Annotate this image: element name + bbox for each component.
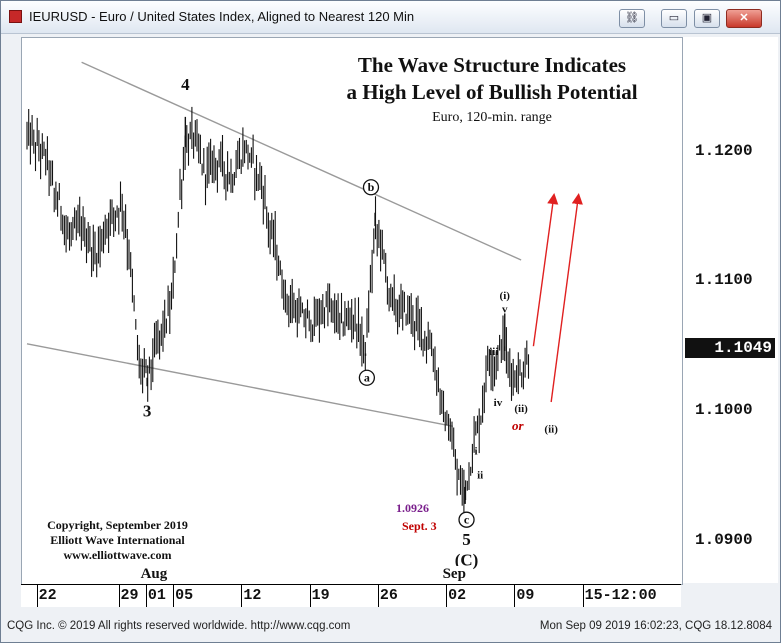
- x-tick-separator: [241, 585, 243, 607]
- link-button[interactable]: ⛓: [619, 9, 645, 28]
- x-tick-label: 19: [311, 587, 330, 604]
- x-tick-label: 02: [448, 587, 467, 604]
- x-tick-label: 09: [516, 587, 535, 604]
- x-tick-label: 29: [120, 587, 139, 604]
- x-tick-separator: [309, 585, 311, 607]
- close-button[interactable]: ✕: [726, 9, 762, 28]
- wave-label: (ii): [544, 424, 558, 436]
- month-label: Aug: [138, 566, 170, 583]
- x-tick-separator: [173, 585, 175, 607]
- last-price-badge: 1.1049: [685, 338, 775, 358]
- wave-label: 3: [143, 401, 152, 420]
- x-tick-separator: [446, 585, 448, 607]
- title-bar[interactable]: IEURUSD - Euro / United States Index, Al…: [1, 1, 780, 34]
- footer-timestamp: Mon Sep 09 2019 16:02:23, CQG 18.12.8084: [539, 620, 772, 632]
- trendline: [26, 343, 454, 427]
- x-tick-label: 15-12:00: [584, 587, 657, 604]
- x-tick-separator: [377, 585, 379, 607]
- wave-label: a: [364, 371, 370, 385]
- x-tick-separator: [145, 585, 147, 607]
- footer: CQG Inc. © 2019 All rights reserved worl…: [1, 613, 780, 641]
- wave-label: b: [368, 180, 375, 194]
- wave-label: 4: [181, 75, 190, 94]
- x-tick-label: 26: [379, 587, 398, 604]
- copyright-line-1: Copyright, September 2019: [47, 518, 188, 532]
- y-tick-label: 1.0900: [695, 531, 753, 549]
- wave-label: (ii): [514, 403, 528, 415]
- y-tick-label: 1.1000: [695, 401, 753, 419]
- app-icon: [9, 10, 22, 23]
- price-axis[interactable]: 1.1200 1.1100 1.1000 1.0900 1.1049: [683, 37, 778, 583]
- chart-subtitle: Euro, 120-min. range: [432, 110, 552, 125]
- wave-label: v: [502, 303, 508, 315]
- wave-label: ii: [477, 470, 483, 482]
- headline-line-2: a High Level of Bullish Potential: [346, 80, 638, 104]
- copyright-block: Copyright, September 2019 Elliott Wave I…: [30, 518, 205, 563]
- low-value-label: 1.0926: [396, 501, 429, 515]
- x-tick-separator: [514, 585, 516, 607]
- footer-copyright: CQG Inc. © 2019 All rights reserved worl…: [7, 620, 351, 632]
- wave-label: iv: [494, 397, 503, 409]
- wave-label-circle: [458, 511, 475, 528]
- copyright-line-2: Elliott Wave International: [50, 533, 185, 547]
- x-tick-separator: [118, 585, 120, 607]
- x-tick-separator: [36, 585, 38, 607]
- time-axis[interactable]: 22 29 01 05 12 19 26 02 09 15-12:00: [21, 584, 681, 607]
- low-date-label: Sept. 3: [402, 519, 437, 533]
- projection-arrow: [532, 192, 559, 347]
- trendline: [81, 61, 522, 261]
- x-tick-label: 01: [147, 587, 166, 604]
- minimize-button[interactable]: ▭: [661, 9, 687, 28]
- wave-label: (C): [455, 551, 479, 570]
- headline: The Wave Structure Indicates a High Leve…: [322, 52, 662, 106]
- copyright-line-3: www.elliottwave.com: [63, 548, 172, 562]
- wave-label-circle: [362, 179, 380, 196]
- x-tick-label: 12: [243, 587, 262, 604]
- wave-label: (i): [500, 290, 511, 302]
- x-tick-separator: [582, 585, 584, 607]
- x-tick-label: 05: [175, 587, 194, 604]
- y-tick-label: 1.1100: [695, 271, 753, 289]
- projection-arrow: [550, 192, 583, 403]
- or-label: or: [512, 418, 524, 433]
- headline-line-1: The Wave Structure Indicates: [357, 53, 627, 77]
- wave-label: i: [475, 445, 478, 457]
- maximize-button[interactable]: ▣: [694, 9, 720, 28]
- wave-label-circle: [358, 369, 376, 386]
- plot-area[interactable]: 4 3 b a (i) v iii iv (ii) i ii c 5 (C) (ii) The Wave S…: [21, 37, 683, 585]
- window-title: IEURUSD - Euro / United States Index, Al…: [29, 9, 415, 24]
- y-tick-label: 1.1200: [695, 142, 753, 160]
- wave-label: c: [464, 513, 470, 527]
- month-label: Sep: [440, 566, 468, 583]
- wave-label: iii: [489, 346, 498, 358]
- wave-label: 5: [462, 530, 471, 549]
- x-tick-label: 22: [38, 587, 57, 604]
